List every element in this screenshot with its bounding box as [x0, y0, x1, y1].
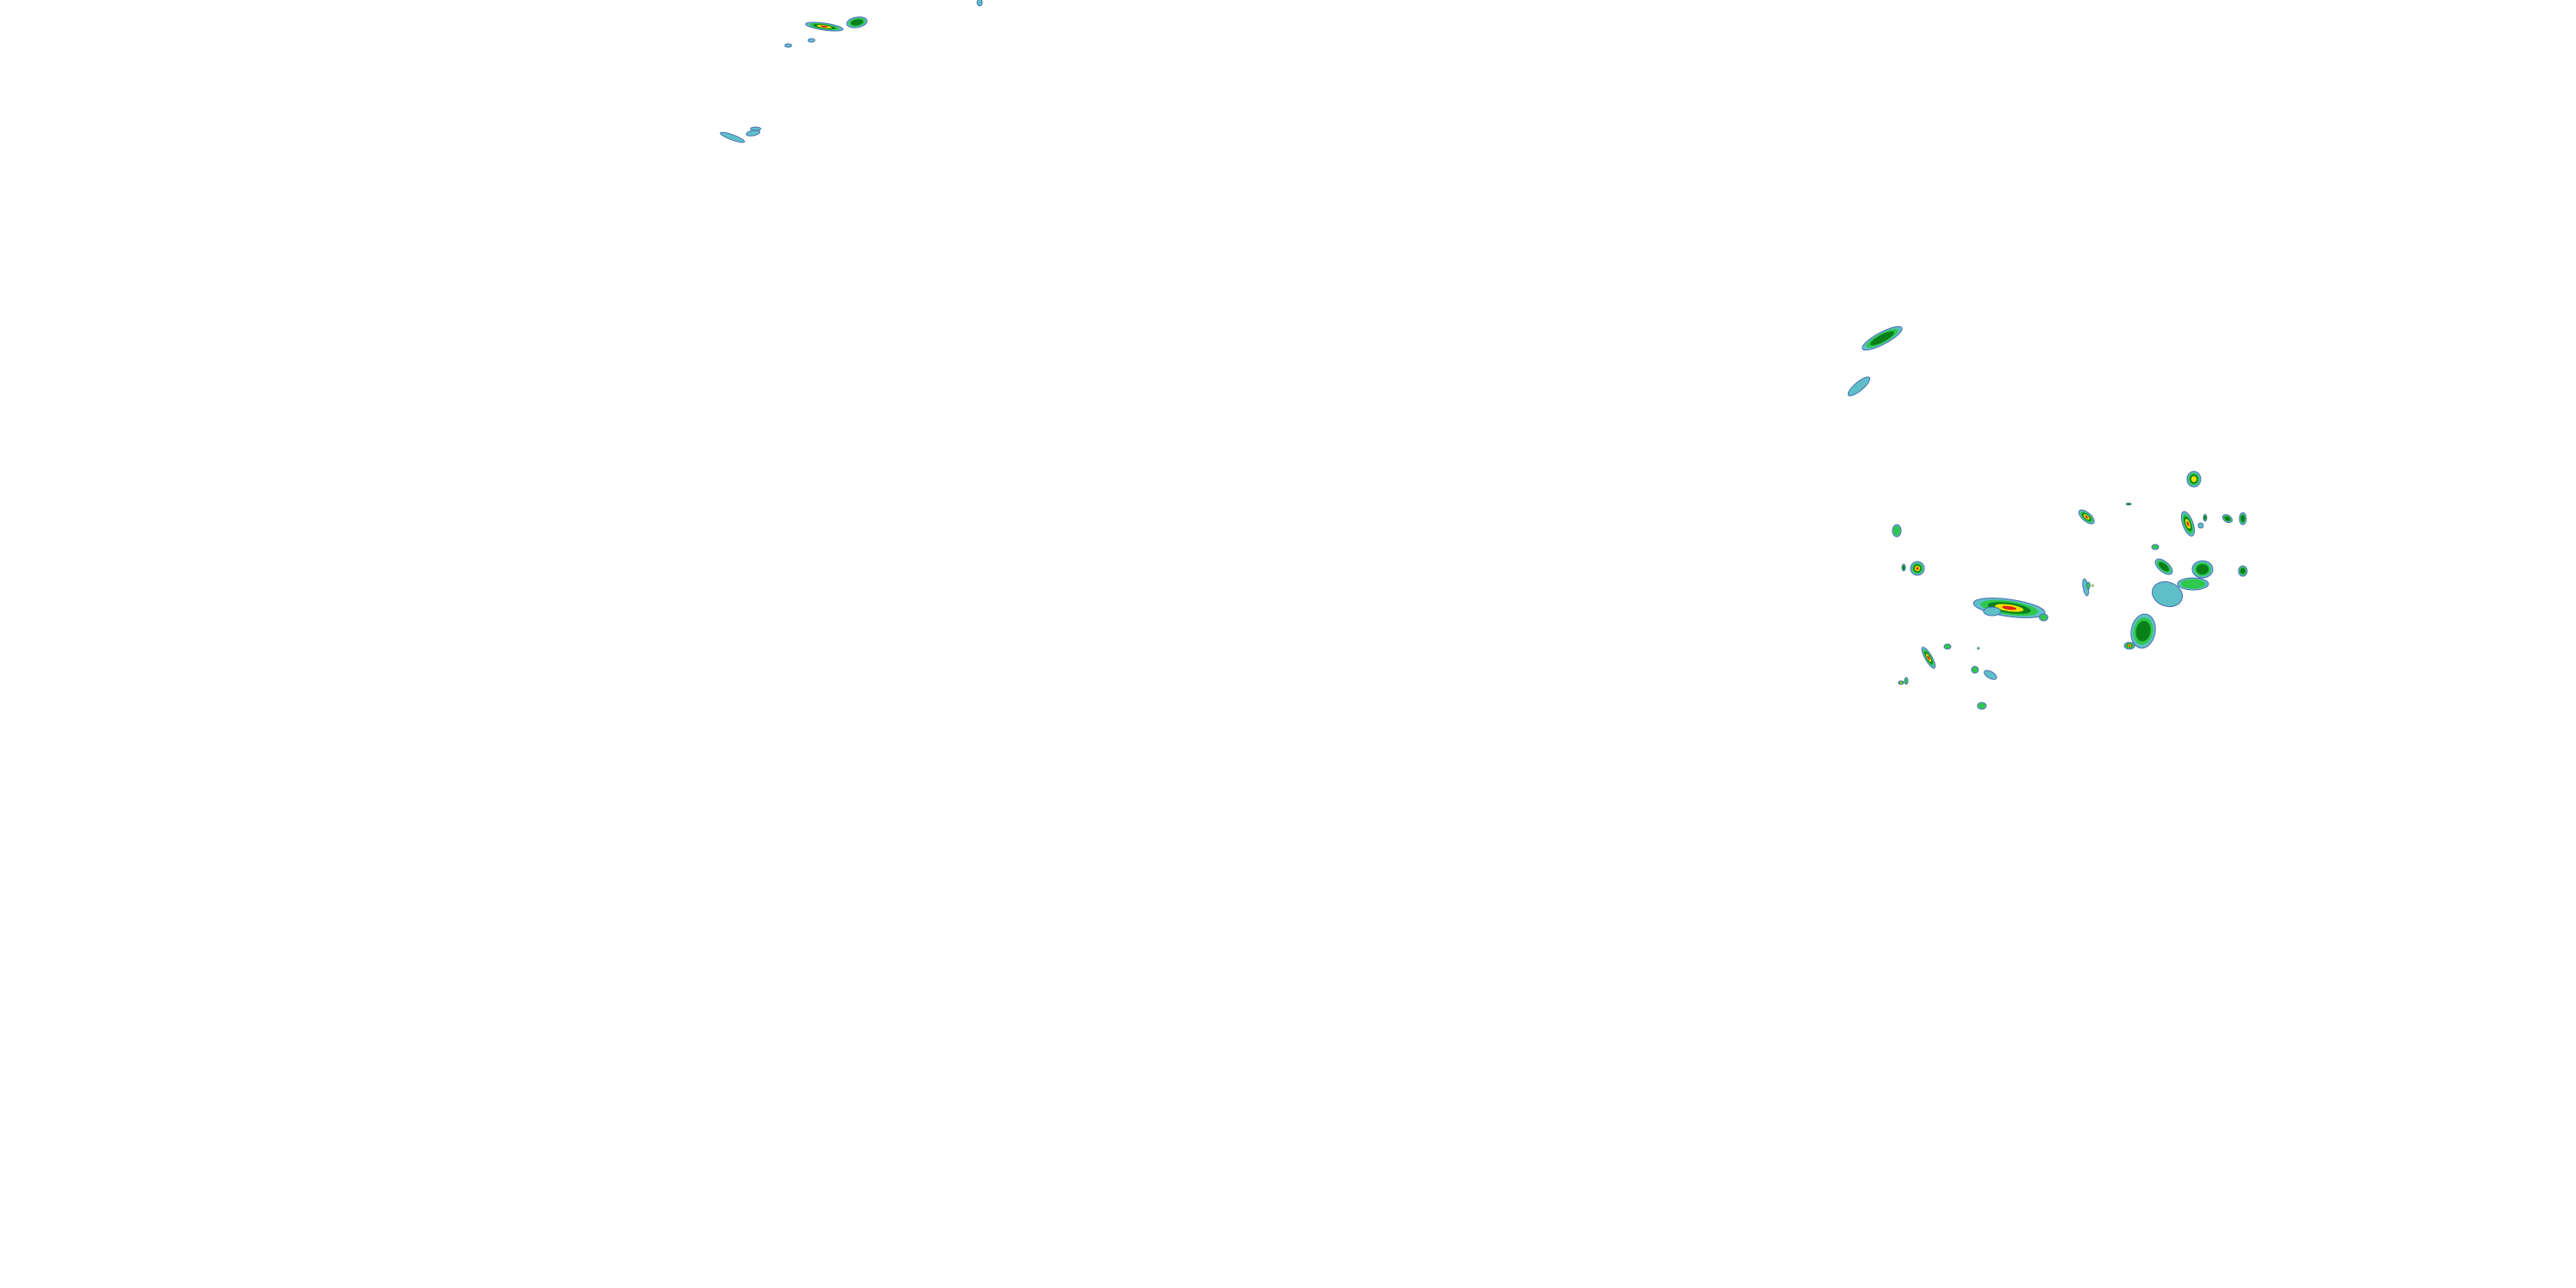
echo-core — [2087, 582, 2090, 589]
echo-core — [1927, 655, 1930, 660]
echo-core — [1902, 565, 1905, 570]
echo-core — [1893, 526, 1900, 536]
precipitation-echo — [2191, 560, 2214, 579]
echo-core — [1978, 647, 1979, 649]
precipitation-echo — [1847, 376, 1871, 397]
precipitation-echo — [750, 126, 762, 131]
echo-core — [2224, 516, 2231, 521]
precipitation-echo — [2177, 577, 2209, 591]
precipitation-echo — [2202, 513, 2208, 522]
echo-core — [820, 25, 829, 28]
echo-core — [850, 19, 864, 26]
precipitation-echo — [784, 43, 793, 48]
echo-core — [2085, 515, 2088, 519]
precipitation-echo — [1862, 325, 1903, 351]
precipitation-echo — [2239, 512, 2247, 526]
precipitation-echo — [720, 131, 745, 143]
precipitation-echo — [2130, 613, 2156, 649]
precipitation-echo — [2197, 522, 2204, 529]
precipitation-echo — [976, 0, 983, 7]
echo-light — [720, 131, 745, 143]
precipitation-echo — [1904, 677, 1909, 685]
precipitation-echo — [1901, 563, 1906, 572]
echo-core — [1916, 567, 1919, 570]
precipitation-echo — [1977, 702, 1987, 710]
echo-core — [2240, 568, 2245, 574]
echo-core — [2186, 521, 2190, 526]
echo-core — [1870, 331, 1894, 346]
precipitation-echo — [1892, 524, 1902, 538]
echo-light — [1984, 670, 1997, 680]
echo-light — [1983, 606, 2002, 617]
precipitation-echo — [2038, 613, 2049, 622]
echo-core — [1905, 677, 1908, 684]
precipitation-echo — [805, 21, 844, 32]
precipitation-echo — [2180, 511, 2196, 537]
echo-light — [807, 38, 816, 43]
precipitation-echo — [2078, 509, 2095, 525]
echo-core — [1971, 666, 1978, 673]
echo-core — [1899, 682, 1903, 683]
precipitation-echo — [1983, 606, 2002, 617]
echo-core — [2128, 645, 2131, 647]
precipitation-echo — [2091, 584, 2094, 587]
echo-core — [1978, 702, 1985, 709]
precipitation-echo — [1977, 647, 1980, 650]
echo-core — [2190, 476, 2197, 483]
echo-core — [2180, 579, 2206, 589]
echo-light — [2151, 580, 2184, 608]
precipitation-echo — [2125, 502, 2132, 506]
echo-core — [2196, 564, 2209, 574]
precipitation-echo — [2151, 580, 2184, 608]
echo-core — [2136, 621, 2151, 641]
precipitation-echo — [1943, 643, 1952, 650]
echo-core — [2152, 544, 2159, 550]
precipitation-echo — [2123, 641, 2136, 650]
precipitation-echo — [846, 16, 868, 28]
precipitation-echo — [1910, 561, 1925, 576]
echo-core — [2159, 562, 2169, 572]
precipitation-echo — [2154, 558, 2173, 575]
precipitation-echo — [2186, 471, 2202, 488]
echo-light — [784, 43, 793, 48]
echo-core — [2002, 605, 2017, 611]
precipitation-echo — [2221, 513, 2233, 524]
echo-core — [2127, 503, 2130, 505]
precipitation-echo — [807, 38, 816, 43]
precipitation-echo — [2151, 544, 2160, 550]
precipitation-echo — [1971, 665, 1979, 674]
echo-light — [750, 126, 762, 131]
echo-core — [1944, 644, 1951, 649]
precipitation-echo — [1898, 680, 1905, 685]
precipitation-echo — [1972, 598, 2046, 618]
echo-light — [2197, 522, 2204, 529]
precipitation-echo — [1921, 647, 1936, 669]
precipitation-echo — [2086, 581, 2091, 590]
echo-core — [2040, 614, 2047, 621]
precipitation-echo — [2238, 565, 2248, 577]
echo-light — [976, 0, 983, 7]
precipitation-echo — [1984, 670, 1997, 680]
echo-core — [2240, 514, 2245, 523]
echo-core — [2092, 585, 2093, 586]
echo-core — [2203, 515, 2207, 520]
echo-light — [1847, 376, 1871, 397]
